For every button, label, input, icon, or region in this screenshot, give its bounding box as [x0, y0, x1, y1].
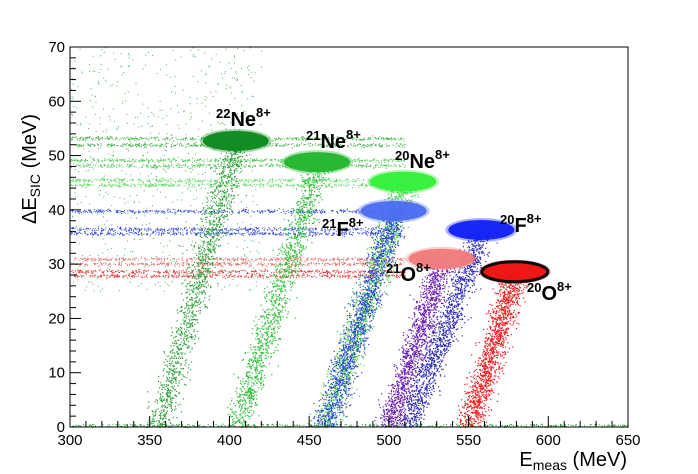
- x-axis-title-main: E: [519, 449, 532, 471]
- y-tick-label: 0: [57, 419, 65, 436]
- blob-20F: [445, 217, 518, 242]
- blob-21O: [405, 246, 478, 271]
- blob-21F: [357, 198, 430, 223]
- tail-21O: [374, 259, 456, 428]
- tail-20O: [456, 270, 529, 429]
- y-tick-label: 10: [48, 365, 65, 382]
- background-band: [70, 268, 406, 275]
- ion-label-21O: 21O8+: [386, 260, 431, 286]
- plot-frame: [69, 46, 629, 428]
- background-band: [70, 226, 405, 233]
- x-axis-title-unit: (MeV): [567, 449, 627, 471]
- x-axis-ticks: 300 350 400 450 500 550 600 650: [57, 416, 641, 449]
- y-tick-label: 70: [48, 39, 65, 56]
- background-band: [70, 230, 402, 238]
- y-tick-label: 60: [48, 93, 65, 110]
- y-tick-label: 30: [48, 256, 65, 273]
- x-axis-title-sub: meas: [533, 457, 567, 473]
- x-axis-title: Emeas (MeV): [519, 449, 627, 473]
- x-tick-label: 650: [615, 432, 640, 449]
- y-axis-title-sub: SIC: [27, 174, 43, 197]
- y-axis-title-unit: (MeV): [19, 114, 41, 174]
- blob-20O: [478, 259, 551, 284]
- blob-22Ne: [199, 128, 272, 153]
- ion-labels: 22Ne8+ 21Ne8+ 20Ne8+ 21F8+ 20F8+ 21O8+ 20O8+: [216, 105, 572, 305]
- tail-21Ne: [222, 163, 333, 428]
- ion-label-20F: 20F8+: [500, 211, 542, 237]
- x-tick-label: 550: [456, 432, 481, 449]
- tail-22Ne: [147, 140, 249, 428]
- ion-label-20Ne: 20Ne8+: [395, 147, 450, 173]
- ion-label-20O: 20O8+: [527, 279, 572, 305]
- y-tick-label: 40: [48, 202, 65, 219]
- x-tick-label: 400: [217, 432, 242, 449]
- x-tick-label: 450: [297, 432, 322, 449]
- blob-21Ne: [281, 150, 354, 175]
- blob-layer: [199, 128, 551, 284]
- y-tick-label: 20: [48, 310, 65, 327]
- x-tick-label: 350: [137, 432, 162, 449]
- ion-label-21Ne: 21Ne8+: [306, 127, 361, 153]
- blob-20Ne: [367, 169, 440, 194]
- y-axis-ticks: 0 10 20 30 40 50 60 70: [48, 39, 81, 436]
- x-tick-label: 600: [536, 432, 561, 449]
- x-tick-label: 300: [57, 432, 82, 449]
- tail-21F: [310, 213, 409, 428]
- y-axis-title-main: ΔE: [19, 197, 41, 224]
- ion-label-22Ne: 22Ne8+: [216, 105, 271, 131]
- y-tick-label: 50: [48, 148, 65, 165]
- ion-label-21F: 21F8+: [322, 215, 364, 241]
- y-axis-title: ΔESIC (MeV): [19, 114, 43, 224]
- x-tick-label: 500: [376, 432, 401, 449]
